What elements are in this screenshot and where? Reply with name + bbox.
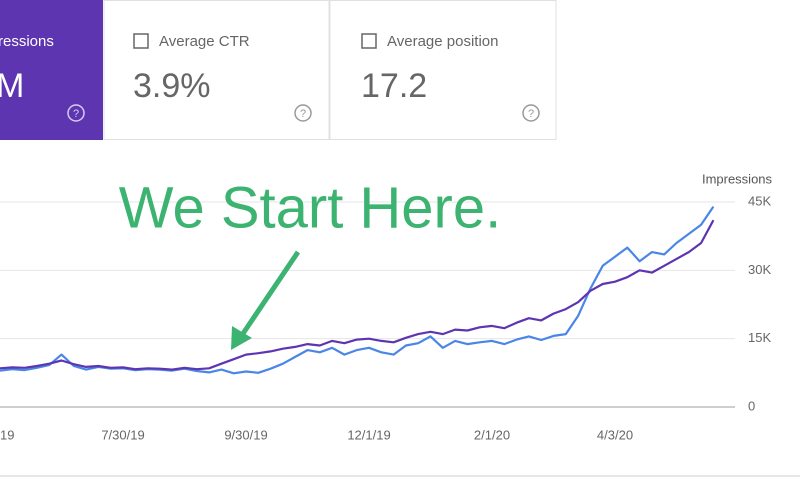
checkbox[interactable] <box>133 33 149 49</box>
y-axis-label: Impressions <box>702 171 773 186</box>
help-icon[interactable] <box>522 104 540 122</box>
help-icon-glyph: ? <box>73 108 79 120</box>
card-label: Average CTR <box>159 33 250 50</box>
x-tick-label: 2/1/20 <box>474 427 510 442</box>
y-tick-label: 30K <box>748 262 771 277</box>
y-tick-label: 15K <box>748 330 771 345</box>
series-line <box>0 219 715 371</box>
y-tick-label: 45K <box>748 193 771 208</box>
arrow-head <box>231 326 252 350</box>
checkbox[interactable] <box>361 33 377 49</box>
card-label: Average position <box>387 33 498 50</box>
help-icon[interactable] <box>294 104 312 122</box>
x-tick-label: 12/1/19 <box>347 427 390 442</box>
card[interactable] <box>329 0 557 140</box>
y-tick-label: 0 <box>748 398 755 413</box>
annotation-arrow <box>231 250 301 350</box>
card-value: 17.2 <box>361 67 427 105</box>
x-tick-label: 4/3/20 <box>597 427 633 442</box>
arrow-shaft <box>237 250 301 340</box>
card-value: M <box>0 67 24 105</box>
annotation: We Start Here. <box>119 175 502 240</box>
card[interactable] <box>103 0 330 140</box>
help-icon[interactable] <box>67 104 85 122</box>
help-icon-glyph: ? <box>528 108 534 120</box>
x-tick-label: 19 <box>0 427 14 442</box>
help-icon-glyph: ? <box>300 108 306 120</box>
card-selected[interactable] <box>0 0 103 140</box>
x-tick-label: 7/30/19 <box>101 427 144 442</box>
card-label: ressions <box>0 33 54 50</box>
x-tick-label: 9/30/19 <box>224 427 267 442</box>
card-value: 3.9% <box>133 67 211 105</box>
